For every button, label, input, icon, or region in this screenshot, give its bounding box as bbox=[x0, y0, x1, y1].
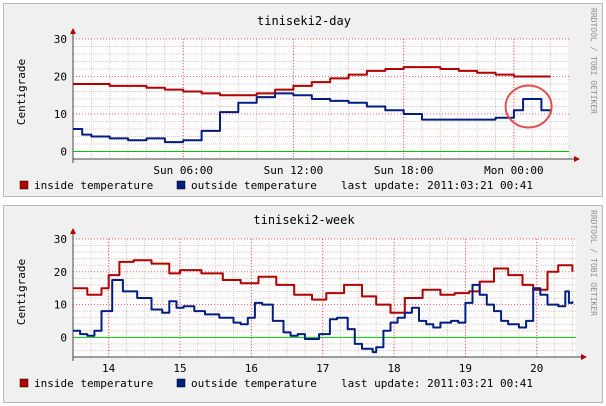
chart-title: tiniseki2-day bbox=[257, 14, 351, 28]
x-tick-label: 19 bbox=[459, 362, 472, 375]
y-axis-label: Centigrade bbox=[15, 259, 28, 325]
x-tick-label: Sun 06:00 bbox=[153, 164, 213, 177]
y-tick-label: 30 bbox=[54, 233, 67, 246]
legend-swatch-inside bbox=[20, 181, 28, 189]
legend-swatch-outside bbox=[177, 379, 185, 387]
week-graph-panel: tiniseki2-week Centigrade RRDTOOL / TOBI… bbox=[3, 205, 603, 403]
legend-outside-label: outside temperature bbox=[191, 377, 317, 390]
legend-outside-label: outside temperature bbox=[191, 179, 317, 192]
watermark: RRDTOOL / TOBI OETIKER bbox=[589, 8, 598, 114]
legend-inside-label: inside temperature bbox=[34, 377, 153, 390]
x-axis-arrow bbox=[581, 354, 587, 360]
y-tick-label: 0 bbox=[60, 331, 67, 344]
x-tick-label: 16 bbox=[245, 362, 258, 375]
y-tick-label: 30 bbox=[54, 33, 67, 46]
legend-inside-label: inside temperature bbox=[34, 179, 153, 192]
legend: inside temperature outside temperature l… bbox=[20, 377, 533, 390]
chart-title: tiniseki2-week bbox=[253, 213, 355, 227]
y-tick-label: 0 bbox=[60, 146, 67, 159]
plot-area: 0 10 20 30 14 15 16 17 18 19 20 bbox=[54, 228, 587, 375]
last-update: last update: 2011:03:21 00:41 bbox=[341, 377, 533, 390]
y-axis-arrow bbox=[70, 28, 76, 34]
y-tick-label: 10 bbox=[54, 108, 67, 121]
legend-swatch-inside bbox=[20, 379, 28, 387]
y-tick-label: 20 bbox=[54, 71, 67, 84]
x-tick-label: Sun 12:00 bbox=[264, 164, 324, 177]
y-axis-arrow bbox=[70, 228, 76, 234]
legend: inside temperature outside temperature l… bbox=[20, 179, 533, 192]
y-axis-label: Centigrade bbox=[15, 59, 28, 125]
x-tick-label: Sun 18:00 bbox=[374, 164, 434, 177]
week-chart: tiniseki2-week Centigrade RRDTOOL / TOBI… bbox=[4, 206, 602, 402]
x-tick-label: 18 bbox=[387, 362, 400, 375]
x-tick-label: 17 bbox=[316, 362, 329, 375]
watermark: RRDTOOL / TOBI OETIKER bbox=[589, 210, 598, 316]
x-axis-arrow bbox=[574, 156, 580, 162]
day-graph-panel: tiniseki2-day Centigrade RRDTOOL / TOBI … bbox=[3, 3, 603, 197]
x-tick-label: Mon 00:00 bbox=[484, 164, 544, 177]
y-tick-label: 20 bbox=[54, 266, 67, 279]
plot-area: 0 10 20 30 Sun 06:00 Sun 12:00 Sun 18:00 Mon 00… bbox=[54, 28, 580, 177]
x-tick-label: 15 bbox=[173, 362, 186, 375]
last-update: last update: 2011:03:21 00:41 bbox=[341, 179, 533, 192]
x-tick-label: 14 bbox=[102, 362, 116, 375]
x-tick-label: 20 bbox=[530, 362, 543, 375]
legend-swatch-outside bbox=[177, 181, 185, 189]
y-tick-label: 10 bbox=[54, 299, 67, 312]
day-chart: tiniseki2-day Centigrade RRDTOOL / TOBI … bbox=[4, 4, 602, 196]
